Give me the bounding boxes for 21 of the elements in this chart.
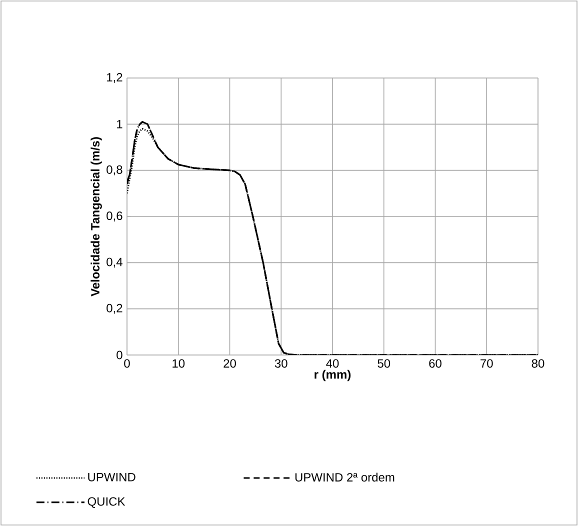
legend-label: UPWIND 2ª ordem <box>295 472 394 482</box>
y-tick-label: 0,6 <box>106 212 122 222</box>
x-tick-label: 20 <box>224 359 236 368</box>
x-tick-label: 40 <box>326 359 339 368</box>
x-axis-title: r (mm) <box>314 370 351 382</box>
y-tick-label: 0 <box>116 350 122 360</box>
x-tick-label: 60 <box>429 359 442 368</box>
x-tick-label: 0 <box>124 359 130 368</box>
y-tick-label: 0,8 <box>106 165 122 176</box>
x-tick-label: 70 <box>480 359 493 368</box>
x-tick-label: 30 <box>274 359 288 368</box>
x-tick-label: 10 <box>172 359 185 368</box>
y-tick-label: 0,4 <box>106 258 122 268</box>
y-tick-label: 0,2 <box>106 304 122 314</box>
y-axis-title: Velocidade Tangencial (m/s) <box>90 137 102 296</box>
legend-label: UPWIND <box>88 472 136 482</box>
x-tick-label: 50 <box>378 359 390 368</box>
y-tick-label: 1 <box>117 120 122 128</box>
x-tick-label: 80 <box>532 359 544 368</box>
y-tick-label: 1,2 <box>107 73 122 83</box>
legend-label: QUICK <box>88 497 126 508</box>
